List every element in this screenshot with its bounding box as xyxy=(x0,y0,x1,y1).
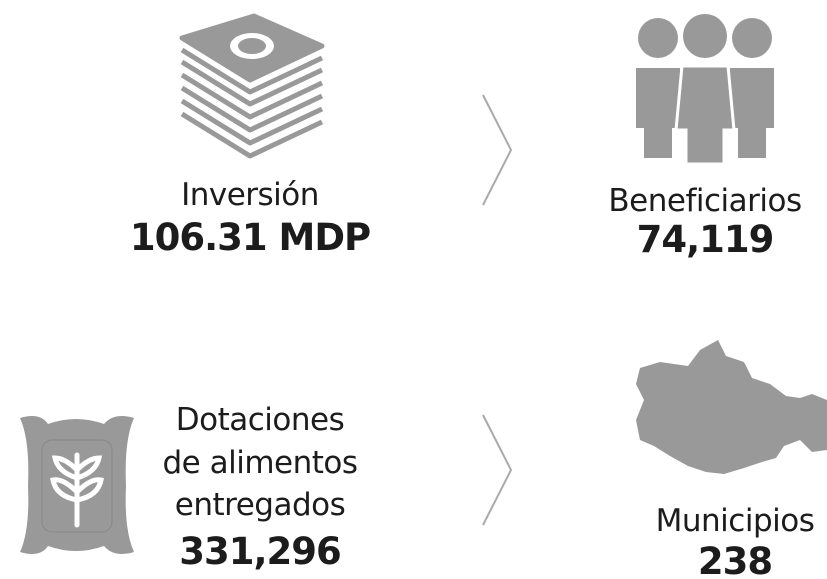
label: Beneficiarios xyxy=(608,183,802,219)
label: entregados xyxy=(174,487,346,523)
label: Municipios xyxy=(655,503,815,539)
chevron xyxy=(482,94,513,206)
money-icon xyxy=(179,13,325,159)
label: de alimentos xyxy=(162,445,358,481)
value: 74,119 xyxy=(636,218,775,261)
chevron xyxy=(482,414,513,526)
people-icon xyxy=(636,14,774,166)
label: Dotaciones xyxy=(175,402,345,438)
value: 106.31 MDP xyxy=(129,216,371,259)
label: Inversión xyxy=(181,177,319,213)
value: 238 xyxy=(697,540,773,579)
map-icon xyxy=(636,340,827,474)
value: 331,296 xyxy=(179,530,342,573)
sack-icon xyxy=(20,416,134,554)
